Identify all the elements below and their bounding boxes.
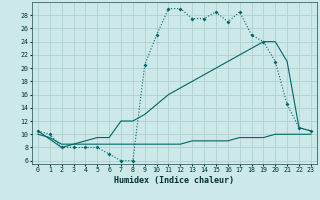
X-axis label: Humidex (Indice chaleur): Humidex (Indice chaleur) xyxy=(115,176,234,185)
